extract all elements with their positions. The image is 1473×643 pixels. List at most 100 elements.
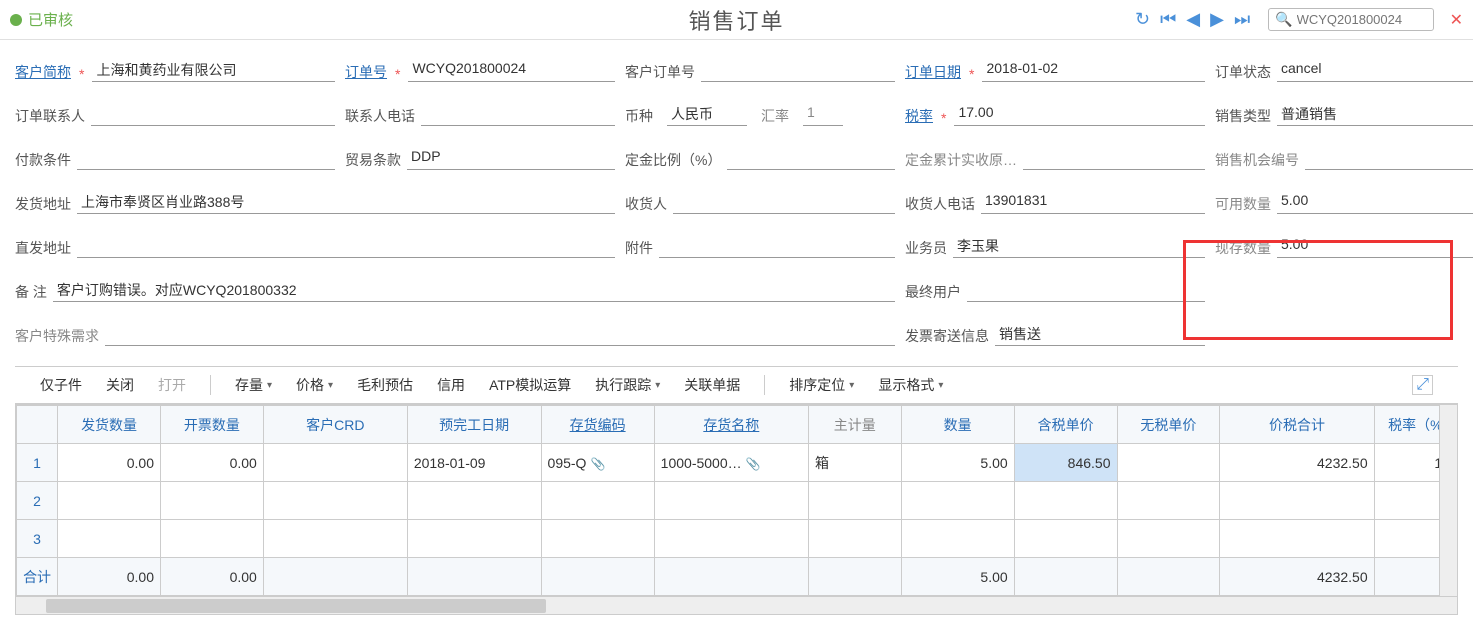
consignee-value[interactable]	[673, 192, 895, 214]
cell-inv-qty[interactable]	[160, 482, 263, 520]
col-price-notax[interactable]: 无税单价	[1117, 406, 1220, 444]
row-index[interactable]: 2	[17, 482, 58, 520]
last-icon[interactable]: ⏭	[1234, 9, 1250, 30]
cell-amt[interactable]: 4232.50	[1220, 444, 1374, 482]
col-main-unit[interactable]: 主计量	[808, 406, 901, 444]
col-rownum[interactable]	[17, 406, 58, 444]
tb-display[interactable]: 显示格式▾	[878, 375, 943, 395]
cell-pre-date[interactable]: 2018-01-09	[407, 444, 541, 482]
cell-stock-code[interactable]	[541, 482, 654, 520]
col-inv-qty[interactable]: 开票数量	[160, 406, 263, 444]
cell-cust-crd[interactable]	[263, 444, 407, 482]
tb-price[interactable]: 价格▾	[296, 375, 333, 395]
next-icon[interactable]: ▶	[1210, 9, 1224, 30]
col-price-tax[interactable]: 含税单价	[1014, 406, 1117, 444]
direct-addr-value[interactable]	[77, 236, 615, 258]
col-pre-date[interactable]: 预完工日期	[407, 406, 541, 444]
consignee-tel-value[interactable]: 13901831	[981, 192, 1205, 214]
cell-inv-qty[interactable]	[160, 520, 263, 558]
horizontal-scrollbar[interactable]	[16, 596, 1457, 614]
search-input[interactable]	[1297, 12, 1427, 27]
cell-main-unit[interactable]: 箱	[808, 444, 901, 482]
expand-icon[interactable]: ⤢	[1412, 375, 1433, 395]
prev-icon[interactable]: ◀	[1186, 9, 1200, 30]
close-icon[interactable]: ✕	[1450, 10, 1463, 30]
cell-main-unit[interactable]	[808, 482, 901, 520]
col-ship-qty[interactable]: 发货数量	[58, 406, 161, 444]
cell-cust-crd[interactable]	[263, 520, 407, 558]
cell-stock-name[interactable]: 1000-5000…📎	[654, 444, 808, 482]
customer-short-label[interactable]: 客户简称	[15, 62, 71, 82]
customer-short-value[interactable]: 上海和黄药业有限公司	[92, 60, 335, 82]
invoice-send-value[interactable]: 销售送	[995, 324, 1205, 346]
col-stock-code[interactable]: 存货编码	[541, 406, 654, 444]
remark-value[interactable]: 客户订购错误。对应WCYQ201800332	[53, 280, 895, 302]
col-qty[interactable]: 数量	[901, 406, 1014, 444]
cell-inv-qty[interactable]: 0.00	[160, 444, 263, 482]
cell-ship-qty[interactable]: 0.00	[58, 444, 161, 482]
cell-price-notax[interactable]	[1117, 520, 1220, 558]
tb-credit[interactable]: 信用	[437, 375, 465, 395]
cell-qty[interactable]	[901, 520, 1014, 558]
order-date-label[interactable]: 订单日期	[905, 62, 961, 82]
cell-amt[interactable]	[1220, 482, 1374, 520]
order-status-value[interactable]: cancel	[1277, 60, 1473, 82]
table-row[interactable]: 3	[17, 520, 1457, 558]
cell-price-notax[interactable]	[1117, 444, 1220, 482]
tb-sort[interactable]: 排序定位▾	[789, 375, 854, 395]
cell-ship-qty[interactable]	[58, 520, 161, 558]
tb-only-child[interactable]: 仅子件	[40, 375, 82, 395]
order-date-value[interactable]: 2018-01-02	[982, 60, 1205, 82]
cell-stock-code[interactable]: 095-Q📎	[541, 444, 654, 482]
pay-term-value[interactable]	[77, 148, 335, 170]
attach-value[interactable]	[659, 236, 895, 258]
tax-label[interactable]: 税率	[905, 106, 933, 126]
table-row[interactable]: 2	[17, 482, 1457, 520]
end-user-value[interactable]	[967, 280, 1205, 302]
cust-order-no-value[interactable]	[701, 60, 895, 82]
cell-price-notax[interactable]	[1117, 482, 1220, 520]
tb-exec[interactable]: 执行跟踪▾	[595, 375, 660, 395]
cell-stock-code[interactable]	[541, 520, 654, 558]
scrollbar-thumb[interactable]	[46, 599, 546, 613]
contact-tel-value[interactable]	[421, 104, 615, 126]
first-icon[interactable]: ⏮	[1160, 9, 1176, 30]
sale-type-value[interactable]: 普通销售	[1277, 104, 1473, 126]
col-cust-crd[interactable]: 客户CRD	[263, 406, 407, 444]
tb-atp[interactable]: ATP模拟运算	[489, 375, 571, 395]
cell-qty[interactable]: 5.00	[901, 444, 1014, 482]
cell-stock-name[interactable]	[654, 482, 808, 520]
cell-price-tax[interactable]: 846.50	[1014, 444, 1117, 482]
tb-stock[interactable]: 存量▾	[235, 375, 272, 395]
vertical-scrollbar[interactable]	[1439, 405, 1457, 596]
special-req-value[interactable]	[105, 324, 895, 346]
tb-close[interactable]: 关闭	[106, 375, 134, 395]
row-index[interactable]: 1	[17, 444, 58, 482]
trade-term-value[interactable]: DDP	[407, 148, 615, 170]
order-no-value[interactable]: WCYQ201800024	[408, 60, 615, 82]
deposit-pct-value[interactable]	[727, 148, 895, 170]
tax-value[interactable]: 17.00	[954, 104, 1205, 126]
refresh-icon[interactable]: ↻	[1135, 9, 1150, 30]
tb-gross[interactable]: 毛利预估	[357, 375, 413, 395]
cell-amt[interactable]	[1220, 520, 1374, 558]
tb-related[interactable]: 关联单据	[684, 375, 740, 395]
search-box[interactable]: 🔍	[1268, 8, 1433, 31]
contact-value[interactable]	[91, 104, 335, 126]
cell-price-tax[interactable]	[1014, 482, 1117, 520]
cell-stock-name[interactable]	[654, 520, 808, 558]
col-stock-name[interactable]: 存货名称	[654, 406, 808, 444]
order-no-label[interactable]: 订单号	[345, 62, 387, 82]
ship-addr-value[interactable]: 上海市奉贤区肖业路388号	[77, 192, 615, 214]
table-row[interactable]: 10.000.002018-01-09095-Q📎1000-5000…📎箱5.0…	[17, 444, 1457, 482]
col-amt[interactable]: 价税合计	[1220, 406, 1374, 444]
salesman-value[interactable]: 李玉果	[953, 236, 1205, 258]
cell-pre-date[interactable]	[407, 482, 541, 520]
cell-price-tax[interactable]	[1014, 520, 1117, 558]
cell-cust-crd[interactable]	[263, 482, 407, 520]
cell-main-unit[interactable]	[808, 520, 901, 558]
cell-pre-date[interactable]	[407, 520, 541, 558]
currency-value[interactable]: 人民币	[667, 104, 747, 126]
cell-ship-qty[interactable]	[58, 482, 161, 520]
row-index[interactable]: 3	[17, 520, 58, 558]
